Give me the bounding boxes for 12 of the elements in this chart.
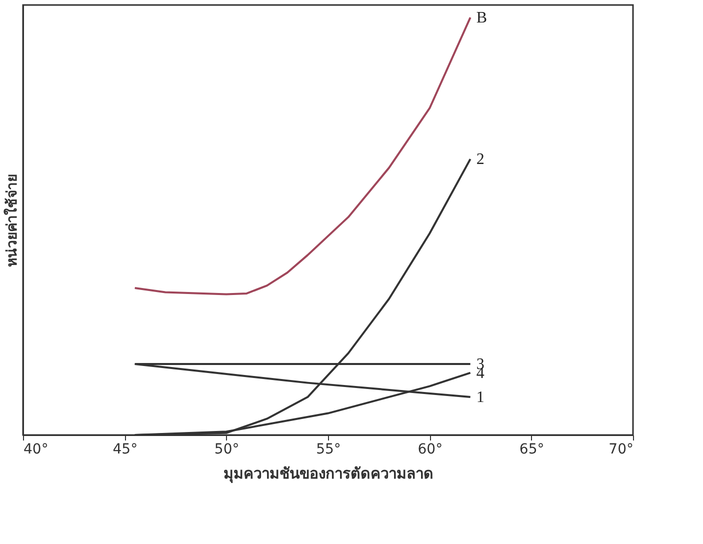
- series-label: 2: [476, 151, 484, 168]
- x-axis-title: มุมความชันของการตัดความลาด: [224, 464, 434, 484]
- x-tick-label: 50°: [214, 442, 240, 458]
- x-tick-label: 55°: [316, 442, 341, 458]
- x-tick-label: 45°: [112, 442, 138, 458]
- x-tick-label: 60°: [418, 442, 443, 458]
- x-tick-label: 70°: [608, 442, 634, 458]
- x-tick-label: 40°: [24, 442, 48, 458]
- series-label: B: [476, 10, 488, 27]
- x-tick-label: 65°: [519, 442, 544, 458]
- y-axis-title: หน่วยค่าใช้จ่าย: [2, 174, 20, 267]
- series-label: 1: [476, 389, 484, 406]
